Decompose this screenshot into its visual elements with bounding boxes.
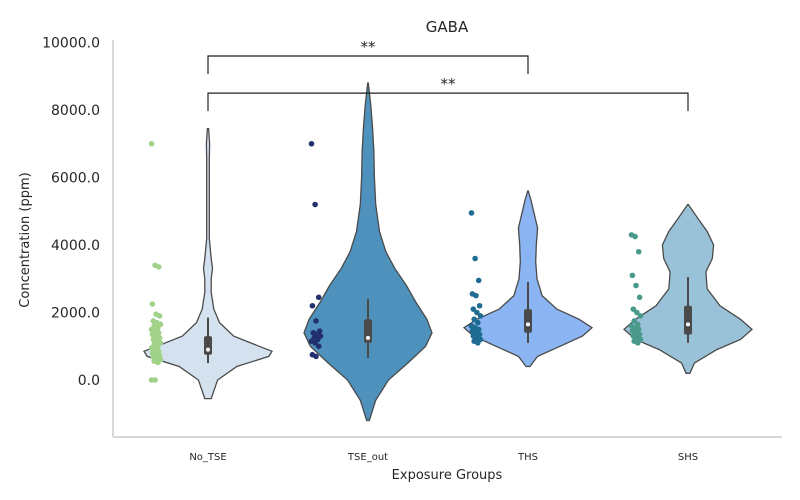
point-THS [468,210,475,216]
point-SHS [633,282,639,289]
point-SHS [630,306,637,312]
point-SHS [631,318,637,324]
y-axis-title: Concentration (ppm) [18,172,33,307]
point-THS [475,340,481,346]
violin-THS [462,190,594,368]
x-tick-label: THS [517,452,538,463]
point-No_TSE [152,377,158,383]
point-No_TSE [156,313,163,319]
significance-bracket [207,55,529,74]
x-tick-label: SHS [678,452,698,463]
point-THS [472,255,478,262]
point-No_TSE [155,359,161,366]
point-THS [471,316,478,323]
y-tick-label: 0.0 [78,373,100,389]
point-SHS [629,272,636,279]
point-THS [473,292,479,299]
y-tick-label: 2000.0 [51,306,100,322]
point-THS [476,302,483,309]
y-tick-label: 6000.0 [51,171,100,187]
point-SHS [634,309,640,316]
point-No_TSE [155,264,162,270]
point-THS [475,277,482,284]
x-tick-label: No_TSE [189,452,226,463]
violin-TSE_out [303,82,433,422]
point-No_TSE [149,301,156,307]
y-tick-label: 4000.0 [51,238,100,254]
significance-annotations: ** ** [207,38,689,112]
x-axis-title: Exposure Groups [392,468,503,483]
y-tick-label: 10000.0 [42,36,100,52]
iqr-box-TSE_out [364,319,372,343]
iqr-box-No_TSE [204,336,212,355]
point-THS [470,306,477,312]
point-TSE_out [308,140,315,147]
y-tick-labels: 0.0 2000.0 4000.0 6000.0 8000.0 10000.0 [42,36,100,390]
point-TSE_out [315,343,322,350]
point-SHS [632,233,638,240]
point-TSE_out [312,340,318,346]
iqr-box-SHS [684,305,692,335]
strip-points [148,140,644,383]
point-SHS [636,294,643,301]
median-SHS [686,322,690,327]
significance-label: ** [441,75,457,93]
point-SHS [635,340,641,346]
point-TSE_out [315,294,322,301]
iqr-box-THS [524,309,532,333]
point-No_TSE [148,140,155,147]
point-THS [475,319,481,326]
chart-title: GABA [426,18,469,36]
violins [143,82,753,422]
significance-bracket [207,92,689,112]
x-tick-labels: No_TSE TSE_out THS SHS [189,452,698,463]
point-TSE_out [313,318,319,324]
y-tick-label: 8000.0 [51,103,100,119]
point-SHS [635,248,642,255]
significance-label: ** [361,38,377,56]
point-TSE_out [312,201,318,208]
point-THS [474,309,480,316]
point-TSE_out [313,353,319,360]
median-TSE_out [366,335,370,340]
median-THS [526,322,530,327]
point-SHS [637,313,644,319]
x-tick-label: TSE_out [347,452,388,463]
point-TSE_out [309,302,316,309]
median-No_TSE [206,347,210,352]
point-THS [477,313,484,319]
